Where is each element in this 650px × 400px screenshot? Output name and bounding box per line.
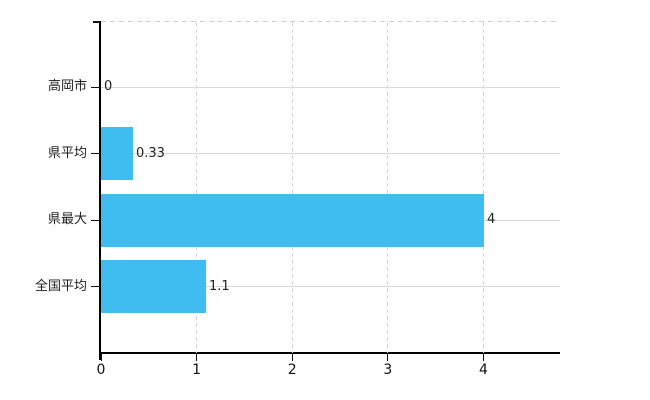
x-tick-label-1: 1 — [192, 362, 202, 378]
gridline-horizontal — [101, 153, 560, 155]
y-tick — [91, 153, 99, 155]
x-tick-label-2: 2 — [287, 362, 297, 378]
gridline-vertical — [291, 22, 293, 353]
y-axis-line — [99, 21, 101, 360]
gridline-vertical — [387, 22, 389, 353]
x-tick-label-3: 3 — [383, 362, 393, 378]
category-label-3: 県最大 — [47, 212, 87, 228]
bar-県最大 — [101, 193, 484, 247]
x-tick-label-4: 4 — [479, 362, 488, 378]
x-tick — [291, 354, 293, 361]
plot-top-border — [101, 21, 560, 22]
value-label: 4 — [487, 212, 496, 228]
y-tick — [91, 286, 99, 288]
x-tick — [196, 354, 198, 361]
gridline-horizontal — [101, 86, 560, 88]
value-label: 0.33 — [136, 145, 165, 161]
bar-県平均 — [101, 127, 133, 181]
x-tick — [483, 354, 484, 361]
y-axis-top-tick — [93, 21, 99, 23]
category-label-1: 高岡市 — [47, 79, 87, 95]
x-tick — [387, 354, 389, 361]
category-label-4: 全国平均 — [34, 278, 87, 294]
value-label: 1.1 — [209, 278, 230, 294]
y-tick — [91, 219, 99, 221]
category-label-2: 県平均 — [47, 145, 87, 161]
gridline-horizontal — [101, 286, 560, 288]
x-tick — [100, 354, 102, 361]
x-axis-line — [99, 352, 560, 354]
bar-全国平均 — [101, 260, 206, 314]
x-tick-label-0: 0 — [96, 362, 106, 378]
gridline-vertical — [483, 22, 484, 353]
y-tick — [91, 86, 99, 88]
value-label: 0 — [104, 79, 113, 95]
gridline-vertical — [196, 22, 198, 353]
